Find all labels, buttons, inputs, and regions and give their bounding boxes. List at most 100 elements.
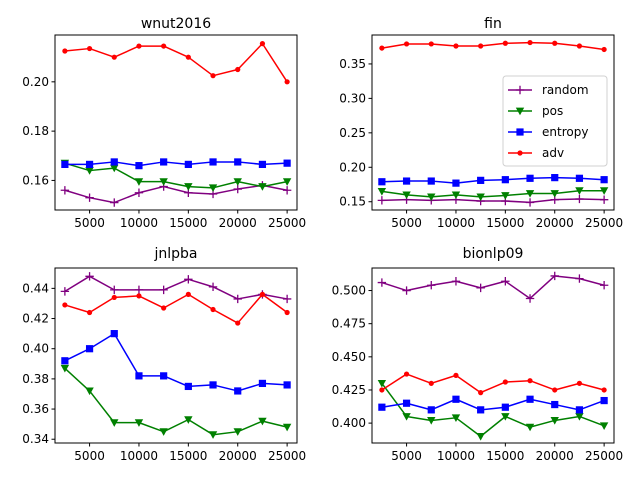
data-point-adv [379, 45, 385, 51]
y-tick-label: 0.36 [22, 402, 49, 416]
x-tick-label: 10000 [120, 449, 158, 463]
legend-marker-adv [517, 150, 523, 156]
data-point-random [85, 272, 94, 281]
data-point-entropy [427, 406, 435, 414]
data-point-entropy [551, 400, 559, 409]
data-point-pos [451, 414, 461, 423]
series-line-pos [381, 382, 605, 438]
axes-frame-bionlp09 [371, 267, 615, 444]
data-point-adv [136, 43, 142, 49]
data-point-adv [185, 291, 191, 298]
x-tick-label: 5000 [74, 216, 105, 230]
data-point-entropy [402, 399, 411, 407]
series-line-entropy [381, 398, 605, 411]
data-point-random [60, 186, 70, 195]
data-point-entropy [110, 158, 118, 166]
data-point-entropy [378, 403, 386, 411]
data-point-adv [185, 54, 191, 60]
series-line-entropy [381, 176, 605, 184]
data-point-entropy [184, 382, 192, 391]
data-point-adv [284, 309, 290, 316]
y-tick-label: 0.38 [22, 372, 49, 386]
data-point-random [599, 195, 609, 204]
data-point-adv [453, 43, 459, 49]
data-point-entropy [600, 176, 608, 184]
tick-layer-wnut2016: 5000 10000 15000 20000 25000 0.16 0.18 0.20 [22, 75, 306, 230]
data-point-entropy [427, 177, 435, 185]
data-point-adv [62, 48, 68, 54]
data-point-pos [233, 178, 242, 186]
x-tick-label: 25000 [585, 216, 623, 230]
data-point-random [159, 285, 168, 295]
data-point-adv [403, 371, 410, 377]
data-point-entropy [452, 179, 460, 187]
series-line-pos [64, 162, 288, 189]
series-layer-jnlpba [60, 272, 292, 439]
data-point-random [233, 184, 242, 194]
y-tick-label: 0.20 [22, 75, 49, 89]
series-line-entropy [64, 332, 288, 392]
data-point-random [550, 271, 559, 281]
x-tick-label: 25000 [268, 449, 306, 463]
data-point-entropy [258, 379, 267, 388]
data-point-pos [599, 187, 609, 195]
data-point-adv [62, 302, 68, 308]
data-point-entropy [283, 381, 291, 389]
y-tick-label: 0.425 [332, 383, 366, 397]
data-point-random [134, 188, 144, 197]
data-point-pos [476, 193, 485, 202]
data-point-entropy [378, 178, 386, 186]
y-tick-label: 0.18 [22, 124, 49, 138]
data-point-random [377, 278, 387, 287]
y-tick-label: 0.400 [332, 416, 366, 430]
data-point-random [451, 277, 461, 286]
series-line-adv [381, 373, 605, 394]
series-line-pos [64, 367, 288, 436]
data-point-pos [377, 187, 387, 196]
data-point-entropy [209, 381, 217, 389]
data-point-entropy [501, 176, 509, 184]
data-point-pos [282, 178, 292, 186]
data-point-adv [502, 379, 508, 385]
series-pos [377, 187, 609, 202]
data-point-entropy [402, 177, 411, 185]
subplot-title-jnlpba: jnlpba [153, 246, 197, 262]
data-point-pos [110, 419, 119, 427]
legend-item-adv: adv [508, 146, 564, 160]
series-adv [62, 291, 290, 326]
series-pos [377, 379, 609, 441]
series-line-adv [64, 293, 288, 324]
y-tick-label: 0.475 [332, 317, 366, 331]
data-point-adv [235, 320, 241, 326]
legend-frame [502, 75, 608, 167]
legend-label-random: random [542, 83, 589, 97]
data-point-entropy [85, 160, 94, 169]
data-point-pos [159, 428, 168, 436]
x-tick-label: 10000 [437, 449, 475, 463]
data-point-adv [210, 73, 216, 79]
data-point-random [110, 285, 119, 295]
data-point-entropy [575, 406, 584, 414]
data-point-adv [136, 293, 142, 299]
data-point-random [60, 287, 70, 296]
data-point-pos [258, 417, 267, 426]
legend-item-pos: pos [508, 104, 563, 118]
series-layer-fin [377, 39, 609, 207]
data-point-pos [85, 167, 94, 175]
x-tick-label: 10000 [437, 216, 475, 230]
x-tick-label: 20000 [536, 216, 574, 230]
data-point-adv [576, 43, 583, 49]
data-point-pos [159, 178, 168, 186]
data-point-entropy [61, 357, 69, 365]
legend: random pos entropy adv [502, 75, 608, 167]
y-tick-label: 0.34 [22, 432, 49, 446]
data-point-pos [208, 431, 218, 439]
data-point-pos [525, 423, 535, 432]
y-tick-label: 0.25 [339, 126, 366, 140]
series-line-random [381, 275, 605, 300]
series-line-random [64, 184, 288, 204]
data-point-adv [478, 43, 484, 49]
data-point-random [85, 193, 94, 202]
data-point-adv [235, 66, 241, 73]
